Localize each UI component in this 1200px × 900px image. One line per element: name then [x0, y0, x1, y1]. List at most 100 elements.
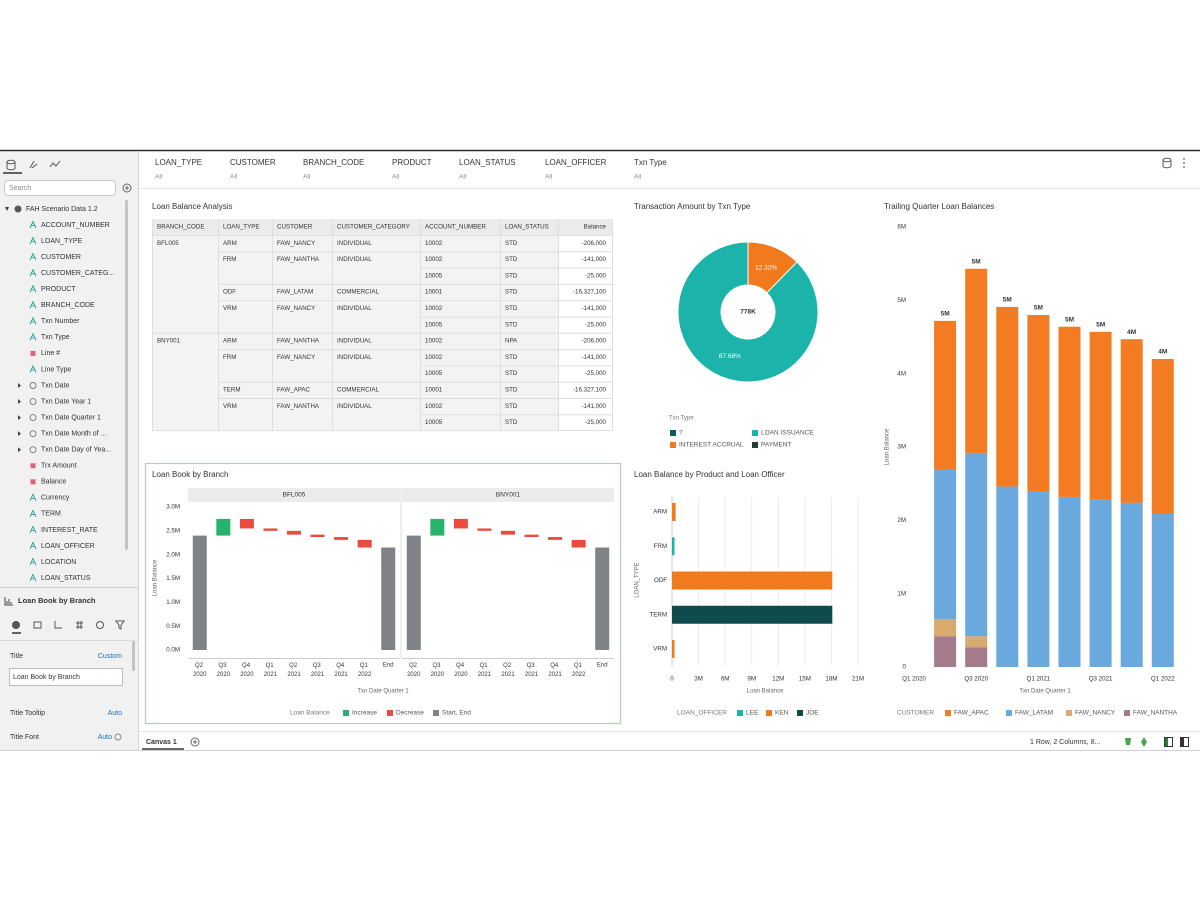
filter-value[interactable]: All	[392, 174, 400, 181]
data-field[interactable]: Currency	[41, 495, 70, 502]
filter-value[interactable]: All	[230, 174, 238, 181]
expand-arrow[interactable]	[18, 431, 21, 437]
menu-dot[interactable]	[1183, 162, 1185, 164]
canvas-tab[interactable]: Canvas 1	[146, 739, 177, 746]
data-field[interactable]: Txn Date Month of ...	[41, 430, 106, 437]
legend-label[interactable]: FAW_NANTHA	[1133, 710, 1178, 717]
data-field[interactable]: Txn Number	[41, 318, 80, 325]
tab-icon[interactable]	[76, 621, 83, 629]
tab-icon[interactable]	[115, 620, 125, 630]
filter-name[interactable]: LOAN_STATUS	[459, 158, 516, 167]
legend-label[interactable]: PAYMENT	[761, 442, 791, 449]
data-field[interactable]: Line #	[41, 350, 60, 357]
reset-icon[interactable]	[114, 733, 122, 741]
scrollbar[interactable]	[125, 200, 128, 550]
data-field[interactable]: CUSTOMER_CATEG...	[41, 270, 114, 277]
analytics-icon[interactable]	[49, 160, 61, 168]
data-field[interactable]: PRODUCT	[41, 286, 76, 293]
expand-arrow[interactable]	[5, 207, 9, 211]
title-input-value[interactable]: Loan Book by Branch	[13, 674, 80, 681]
menu-dot[interactable]	[1183, 166, 1185, 168]
data-field[interactable]: ACCOUNT_NUMBER	[41, 222, 110, 229]
legend-label[interactable]: INTEREST ACCRUAL	[679, 442, 744, 449]
expand-arrow[interactable]	[18, 415, 21, 421]
tab-icon[interactable]	[33, 621, 42, 629]
property-value[interactable]: Custom	[98, 653, 122, 660]
data-field[interactable]: Txn Date Day of Yea...	[41, 447, 111, 454]
table-header[interactable]: Balance	[584, 224, 607, 231]
data-field[interactable]: Txn Date	[41, 382, 70, 389]
dataset-name[interactable]: FAH Scenario Data 1.2	[26, 206, 98, 213]
sidebar-toolbar[interactable]	[6, 159, 61, 171]
data-field[interactable]: Balance	[41, 479, 66, 486]
filter-name[interactable]: PRODUCT	[392, 158, 432, 167]
table-header[interactable]: BRANCH_CODE	[157, 224, 204, 231]
data-icon[interactable]	[1162, 160, 1172, 169]
filter-value[interactable]: All	[303, 174, 311, 181]
data-field[interactable]: BRANCH_CODE	[41, 302, 95, 309]
layout-icon[interactable]	[1164, 737, 1173, 747]
legend-label[interactable]: KEN	[775, 710, 789, 717]
title-input[interactable]	[9, 668, 123, 686]
data-field[interactable]: Line Type	[41, 366, 71, 373]
tab-icon[interactable]	[12, 621, 20, 629]
tab-icon[interactable]	[54, 621, 62, 629]
data-field[interactable]: INTEREST_RATE	[41, 527, 98, 534]
filter-name[interactable]: LOAN_TYPE	[155, 158, 202, 167]
table-header[interactable]: LOAN_STATUS	[505, 224, 549, 231]
filter-value[interactable]: All	[155, 174, 163, 181]
expand-arrow[interactable]	[18, 383, 21, 388]
filter-name[interactable]: CUSTOMER	[230, 158, 276, 167]
scrollbar[interactable]	[132, 641, 135, 671]
data-field[interactable]: CUSTOMER	[41, 254, 81, 261]
data-field[interactable]: LOAN_OFFICER	[41, 543, 95, 550]
property-value[interactable]: Auto	[98, 734, 113, 741]
filter-name[interactable]: Txn Type	[634, 158, 667, 167]
search-placeholder[interactable]: Search	[9, 185, 31, 192]
legend-label[interactable]: Decrease	[396, 710, 424, 717]
table-header[interactable]: LOAN_TYPE	[223, 224, 259, 231]
table-header[interactable]: CUSTOMER	[277, 224, 313, 231]
chart-title[interactable]: Loan Book by Branch	[152, 470, 229, 479]
data-field[interactable]: Txn Date Quarter 1	[41, 414, 101, 421]
expand-arrow[interactable]	[18, 447, 21, 453]
filter-value[interactable]: All	[459, 174, 467, 181]
expand-arrow[interactable]	[18, 399, 21, 405]
add-canvas[interactable]	[190, 737, 200, 747]
filter-value[interactable]: All	[545, 174, 553, 181]
data-field[interactable]: LOCATION	[41, 559, 76, 566]
legend-label[interactable]: FAW_LATAM	[1015, 710, 1053, 717]
legend-label[interactable]: LOAN ISSUANCE	[761, 430, 814, 437]
selected-viz-frame[interactable]	[144, 462, 622, 725]
tab-icon[interactable]	[96, 621, 104, 629]
status-icon[interactable]	[1141, 737, 1147, 747]
data-field[interactable]: Txn Date Year 1	[41, 398, 91, 405]
menu-dot[interactable]	[1183, 158, 1185, 160]
filter-value[interactable]: All	[634, 174, 642, 181]
edit-icon[interactable]	[29, 160, 38, 169]
legend-label[interactable]: Start, End	[442, 710, 471, 717]
menu-icon[interactable]	[1183, 158, 1185, 168]
status-icon[interactable]	[1125, 738, 1131, 745]
property-value[interactable]: Auto	[108, 710, 123, 717]
legend-label[interactable]: Increase	[352, 710, 377, 717]
table-header[interactable]: ACCOUNT_NUMBER	[425, 224, 486, 231]
data-field[interactable]: Txn Type	[41, 334, 70, 341]
legend-label[interactable]: JOE	[806, 710, 819, 717]
data-field[interactable]: LOAN_TYPE	[41, 238, 83, 245]
layout-icon[interactable]	[1180, 737, 1189, 747]
data-field[interactable]: Trx Amount	[41, 463, 77, 470]
table-header[interactable]: CUSTOMER_CATEGORY	[337, 224, 410, 231]
data-field[interactable]: LOAN_STATUS	[41, 575, 91, 582]
data-icon[interactable]	[6, 162, 16, 171]
filter-name[interactable]: LOAN_OFFICER	[545, 158, 607, 167]
data-field[interactable]: TERM	[41, 511, 61, 518]
legend-label[interactable]: FAW_APAC	[954, 710, 989, 717]
legend-label[interactable]: ?	[679, 430, 683, 437]
properties-tabs[interactable]	[12, 620, 125, 630]
add-button[interactable]	[122, 183, 132, 193]
legend-label[interactable]: LEE	[746, 710, 759, 717]
search-box[interactable]	[4, 180, 116, 196]
filter-name[interactable]: BRANCH_CODE	[303, 158, 364, 167]
legend-label[interactable]: FAW_NANCY	[1075, 710, 1116, 717]
